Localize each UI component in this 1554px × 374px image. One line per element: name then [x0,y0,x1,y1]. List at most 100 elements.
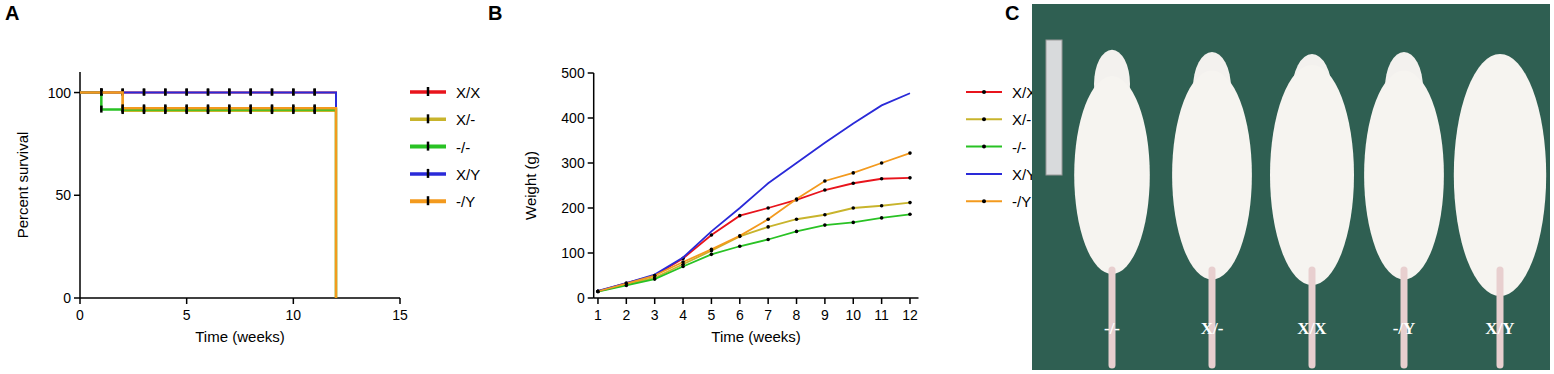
point [625,282,629,286]
point [880,204,884,208]
point [908,151,912,155]
photo-label: X/Y [1485,319,1514,338]
legend-item: X/X [410,84,480,101]
censor-mark [100,89,103,96]
censor-mark [271,89,274,96]
censor-mark [185,89,188,96]
x-tick [597,298,599,304]
point [710,253,714,257]
series-line [598,153,910,291]
legend-item: X/- [966,111,1031,128]
legend-marker [427,196,430,205]
point [738,235,742,239]
legend-item: -/Y [966,193,1031,210]
point [908,213,912,217]
point [738,214,742,218]
point [738,244,742,248]
censor-mark [292,104,295,111]
y-tick-label: 50 [55,187,71,203]
x-tick-label: 5 [708,307,716,323]
x-tick-label: 10 [845,307,861,323]
legend-label: -/Y [456,193,475,210]
legend-item: -/- [410,139,470,156]
x-tick-label: 9 [821,307,829,323]
photo-label: -/Y [1393,319,1416,338]
point [851,181,855,185]
legend-label: X/- [456,111,475,128]
panel: B0100200300400500123456789101112Time (we… [488,2,1036,345]
point [625,283,629,287]
series-line [598,214,910,291]
legend-label: X/Y [456,166,480,183]
legend-item: X/Y [410,166,480,183]
censor-mark [271,104,274,111]
legend-line [966,118,1002,120]
photo-label: X/X [1297,319,1327,338]
x-axis-title: Time (weeks) [711,328,800,345]
point [653,274,657,278]
rat-body [1364,71,1444,280]
y-axis [79,72,81,298]
rat-body [1454,54,1546,296]
point [795,230,799,234]
x-tick-label: 1 [594,307,602,323]
point [795,217,799,221]
censor-mark [164,89,167,96]
legend-line [966,91,1002,93]
point [880,177,884,181]
point [880,161,884,165]
panel-label: B [488,2,502,24]
legend-line [966,173,1002,175]
rat-tail [1401,270,1408,365]
legend-line [966,146,1002,148]
censor-mark [164,104,167,111]
y-tick-label: 300 [561,155,585,171]
y-tick-label: 400 [561,110,585,126]
x-axis [80,297,400,299]
point [738,234,742,238]
censor-mark [313,89,316,96]
photo-background [1032,4,1550,370]
series-line [80,93,336,298]
point [823,213,827,217]
x-tick [767,298,769,304]
point [851,206,855,210]
legend-item: X/- [410,111,475,128]
point [596,289,600,293]
plot-area [80,89,336,298]
x-tick [853,298,855,304]
point [681,265,685,269]
x-tick [796,298,798,304]
x-tick-label: 0 [76,307,84,323]
y-tick [74,195,80,197]
x-tick-label: 11 [874,307,889,323]
x-tick [682,298,684,304]
rat-tail [1209,270,1216,365]
legend-item: -/Y [410,193,475,210]
censor-mark [249,89,252,96]
y-tick [74,92,80,94]
censor-mark [271,89,274,96]
x-tick [739,298,741,304]
x-tick [881,298,883,304]
rat-tail [1309,270,1316,365]
point [766,225,770,229]
x-tick [909,298,911,304]
point [851,171,855,175]
y-tick-label: 200 [561,200,585,216]
series-line [80,93,336,298]
x-tick-label: 3 [651,307,659,323]
censor-mark [100,106,103,113]
censor-mark [143,104,146,111]
plot-area [596,93,912,293]
x-tick-label: 2 [622,307,630,323]
point [766,217,770,221]
censor-mark [313,89,316,96]
censor-mark [228,89,231,96]
point [908,176,912,180]
point [908,201,912,205]
point [596,289,600,293]
censor-mark [207,89,210,96]
x-tick-label: 15 [392,307,408,323]
x-tick-label: 7 [764,307,772,323]
